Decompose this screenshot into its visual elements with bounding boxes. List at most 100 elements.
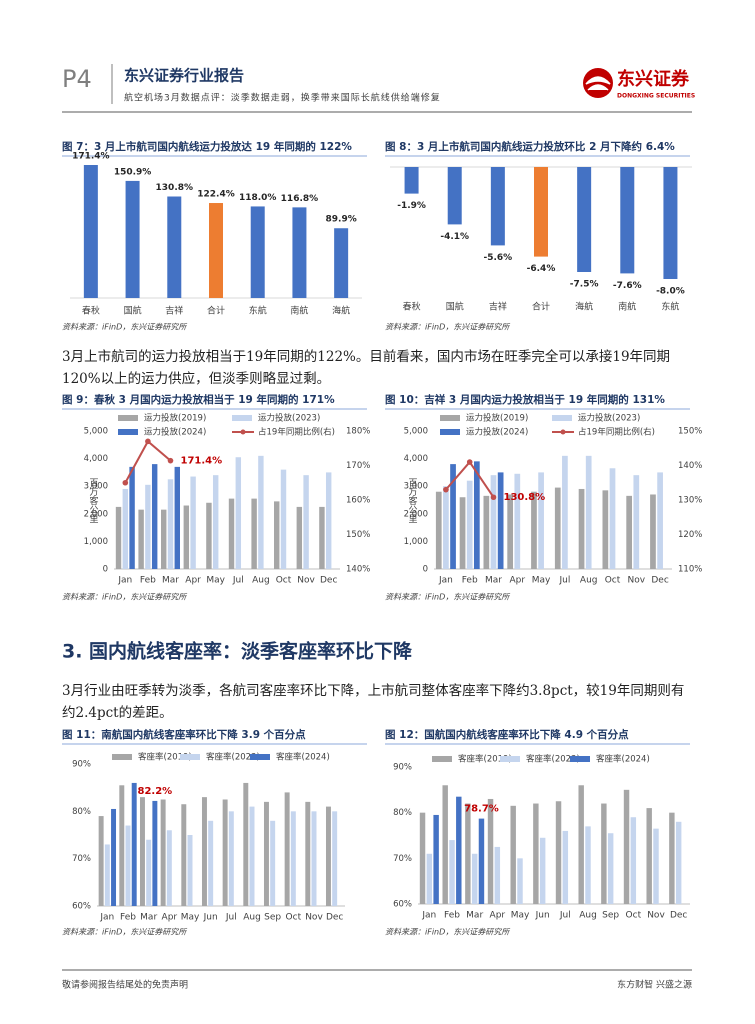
bar (534, 167, 548, 257)
bar (653, 828, 659, 904)
bar (426, 853, 433, 904)
bar (296, 506, 303, 569)
bar (483, 495, 490, 569)
y2-tick-label: 140% (346, 565, 370, 575)
x-tick-label: Apr (490, 911, 506, 921)
bar (325, 806, 331, 906)
bar (650, 494, 656, 569)
line-marker (167, 457, 174, 464)
bar (129, 466, 135, 569)
legend-swatch (180, 754, 200, 760)
section-heading: 3. 国内航线客座率：淡季客座率环比下降 (62, 640, 413, 663)
y-tick-label: 4,000 (404, 454, 428, 464)
x-tick-label: Jul (558, 576, 570, 586)
data-label: -4.1% (440, 232, 469, 242)
y-tick-label: 2,000 (84, 509, 108, 519)
legend-swatch (240, 429, 246, 435)
bar (98, 816, 104, 906)
y-tick-label: 60% (393, 900, 412, 910)
bar (456, 796, 462, 904)
y-tick-label: 0 (423, 565, 428, 575)
bar (626, 495, 633, 569)
x-tick-label: Dec (651, 576, 668, 586)
bar (562, 455, 568, 569)
bar (490, 475, 497, 569)
legend-label: 客座率(2023) (206, 752, 260, 763)
x-tick-label: Dec (670, 911, 687, 921)
x-tick-label: Oct (286, 913, 302, 923)
bar (332, 811, 338, 906)
bar (465, 803, 471, 904)
legend-swatch (440, 415, 460, 421)
data-label: 78.7% (464, 804, 499, 815)
bar (459, 497, 466, 569)
bar (419, 812, 426, 904)
bar (466, 480, 473, 569)
bar (258, 455, 264, 569)
chart-title: 图 8：3 月上市航司国内航线运力投放环比 2 月下降约 6.4% (385, 140, 675, 153)
legend-label: 运力投放(2024) (466, 427, 528, 438)
y2-tick-label: 120% (678, 530, 702, 540)
paragraph: 3月行业由旺季转为淡季，各航司客座率环比下降，上市航司整体客座率下降约3.8pc… (62, 683, 685, 721)
y2-tick-label: 180% (346, 427, 370, 437)
data-label: -1.9% (397, 201, 426, 211)
x-tick-label: Apr (510, 576, 526, 586)
x-tick-label: Jun (535, 911, 550, 921)
logo-english: DONGXING SECURITIES (617, 93, 695, 100)
bar (510, 805, 516, 904)
bar (228, 498, 235, 569)
bar (507, 494, 514, 569)
bar (325, 472, 332, 569)
bar (145, 484, 151, 569)
legend-label: 运力投放(2019) (466, 413, 528, 424)
bar (646, 808, 652, 904)
bar (290, 811, 296, 906)
x-tick-label: Nov (305, 913, 323, 923)
bar (190, 476, 196, 569)
x-tick-label: 春秋 (82, 305, 100, 317)
bar (174, 466, 180, 569)
bar (442, 785, 448, 904)
bar (585, 826, 591, 904)
footer-left: 敬请参阅报告结尾处的免责声明 (62, 979, 188, 991)
y-tick-label: 90% (393, 763, 412, 773)
x-tick-label: 吉祥 (165, 305, 183, 317)
bar (311, 811, 317, 906)
x-tick-label: Oct (626, 911, 642, 921)
header-subtitle: 航空机场3月数据点评：淡季数据走弱，换季带来国际长航线供给端修复 (124, 92, 441, 104)
bar (151, 464, 158, 569)
bar (249, 806, 255, 906)
bar (450, 464, 456, 569)
bar (533, 803, 539, 904)
bar (433, 814, 439, 904)
legend-label: 运力投放(2019) (144, 413, 206, 424)
x-tick-label: Jan (99, 913, 114, 923)
source-note: 资料来源：iFinD，东兴证券研究所 (62, 593, 188, 602)
bar (497, 472, 504, 569)
bar (623, 789, 630, 904)
y2-tick-label: 160% (346, 496, 370, 506)
bar (630, 817, 637, 904)
bar (119, 785, 125, 906)
data-label: 82.2% (138, 786, 173, 797)
x-tick-label: 国航 (446, 301, 464, 313)
paragraph: 3月上市航司的运力投放相当于19年同期的122%。目前看来，国内市场在旺季完全可… (62, 349, 671, 387)
chart-title: 图 9：春秋 3 月国内运力投放相当于 19 年同期的 171% (62, 393, 335, 406)
source-note: 资料来源：iFinD，东兴证券研究所 (62, 928, 188, 937)
bar (292, 207, 307, 298)
legend-swatch (118, 415, 138, 421)
legend-swatch (570, 756, 590, 762)
bar (487, 798, 494, 904)
data-label: 122.4% (197, 190, 235, 200)
bar (562, 830, 569, 904)
bar (447, 167, 462, 225)
x-tick-label: May (206, 576, 225, 586)
bar (160, 799, 166, 906)
bar (663, 167, 678, 279)
legend-swatch (432, 756, 452, 762)
bar (669, 812, 675, 904)
y-tick-label: 4,000 (84, 454, 108, 464)
x-tick-label: 合计 (532, 301, 550, 313)
bar (517, 858, 523, 904)
